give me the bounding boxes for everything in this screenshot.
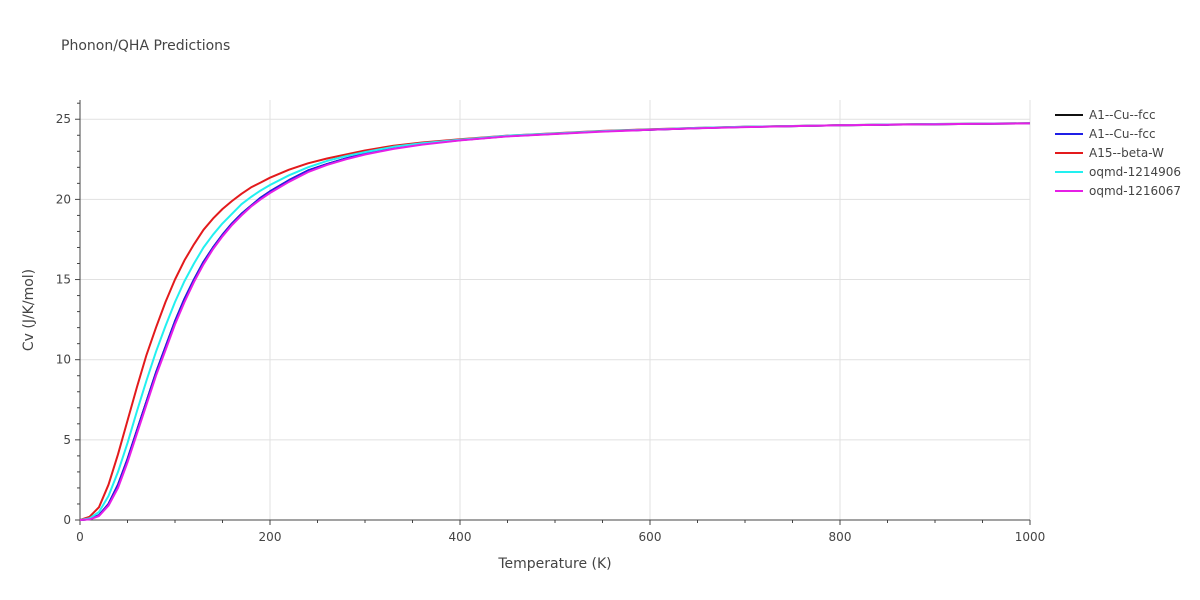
series-line-5: [79, 122, 1031, 521]
y-tick-label: 5: [63, 433, 71, 447]
x-tick-label: 0: [76, 530, 84, 544]
legend-label-2: A1--Cu--fcc: [1089, 127, 1156, 141]
series-line-1: [79, 122, 1031, 521]
legend-label-3: A15--beta-W: [1089, 146, 1164, 160]
y-tick-label: 25: [56, 112, 71, 126]
x-tick-label: 800: [829, 530, 852, 544]
y-axis-label: Cv (J/K/mol): [21, 269, 37, 351]
x-tick-label: 200: [259, 530, 282, 544]
grid: [80, 100, 1031, 520]
legend-label-4: oqmd-1214906: [1089, 165, 1181, 179]
y-tick-label: 10: [56, 353, 71, 367]
series-line-4: [79, 122, 1031, 521]
y-tick-label: 0: [63, 513, 71, 527]
x-tick-label: 600: [639, 530, 662, 544]
series-line-3: [79, 122, 1031, 521]
x-tick-label: 1000: [1015, 530, 1046, 544]
series-lines: [79, 122, 1031, 521]
legend: A1--Cu--fcc A1--Cu--fcc A15--beta-W oqmd-12…: [1055, 108, 1181, 198]
legend-label-1: A1--Cu--fcc: [1089, 108, 1156, 122]
chart-title: Phonon/QHA Predictions: [61, 38, 230, 54]
legend-label-5: oqmd-1216067: [1089, 184, 1181, 198]
x-tick-label: 400: [449, 530, 472, 544]
y-tick-label: 15: [56, 273, 71, 287]
series-line-2: [79, 122, 1031, 521]
y-tick-label: 20: [56, 192, 71, 206]
x-axis-label: Temperature (K): [497, 556, 611, 572]
axes: 0 200 400 600 800 1000 0 5 10 15 20 25: [56, 100, 1046, 544]
